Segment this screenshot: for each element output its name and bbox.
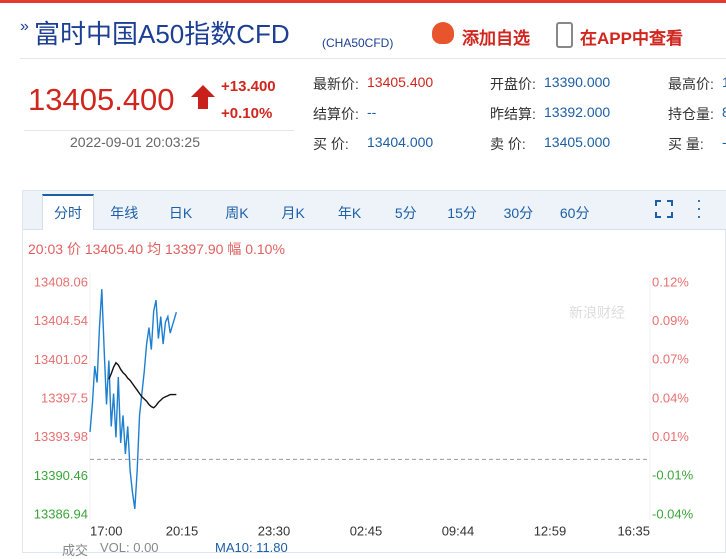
- field-label: 最新价:: [313, 76, 359, 92]
- y2-tick-label: 0.12%: [652, 274, 689, 289]
- y-tick-label: 13404.54: [34, 313, 88, 328]
- divider: [20, 58, 726, 59]
- tab[interactable]: 月K: [281, 205, 305, 221]
- y-tick-label: 13393.98: [34, 429, 88, 444]
- y2-tick-label: -0.01%: [652, 468, 694, 483]
- y-tick-label: 13408.06: [34, 274, 88, 289]
- percent: +0.10%: [221, 105, 273, 122]
- field-value: 13390.000: [544, 74, 611, 90]
- fire-icon: [432, 22, 454, 44]
- y2-tick-label: 0.09%: [652, 313, 689, 328]
- tab[interactable]: 30分: [503, 205, 534, 221]
- add-favorite[interactable]: 添加自选: [462, 29, 530, 48]
- field-value: 13405.000: [544, 134, 611, 150]
- tab-bar: [23, 191, 726, 230]
- field-label: 买 价:: [313, 136, 349, 152]
- phone-icon: [556, 22, 573, 48]
- field-label: 买 量:: [668, 136, 704, 152]
- top-bar: [0, 0, 726, 3]
- x-tick-label: 09:44: [442, 523, 475, 538]
- y-tick-label: 13397.5: [41, 390, 88, 405]
- price: 13405.400: [28, 82, 175, 117]
- x-tick-label: 02:45: [350, 523, 383, 538]
- field-label: 最高价:: [668, 76, 714, 92]
- x-tick-label: 12:59: [534, 523, 567, 538]
- arrow-icon: »: [20, 18, 29, 35]
- field-value: 13404.000: [367, 134, 434, 150]
- series-line: [89, 289, 178, 509]
- info-price-label: 价: [66, 241, 81, 257]
- view-in-app[interactable]: 在APP中查看: [580, 29, 683, 48]
- code: (CHA50CFD): [322, 36, 394, 50]
- up-arrow: [191, 85, 215, 109]
- y2-tick-label: 0.01%: [652, 429, 689, 444]
- field-label: 昨结算:: [490, 106, 536, 122]
- y2-tick-label: 0.07%: [652, 352, 689, 367]
- volume-ma: MA10: 11.80: [215, 540, 288, 555]
- chart: 新浪财经 13408.06 13404.54 13401.02 13397.5 1339…: [34, 273, 694, 538]
- field-value: 1: [722, 74, 726, 90]
- tab[interactable]: 年线: [110, 205, 139, 221]
- tab[interactable]: 日K: [168, 205, 193, 221]
- y-tick-label: 13401.02: [34, 352, 88, 367]
- series-line: [108, 361, 177, 409]
- y2-tick-label: -0.04%: [652, 506, 694, 521]
- y-tick-label: 13390.46: [34, 468, 88, 483]
- field-label: 结算价:: [313, 106, 359, 122]
- fullscreen-icon[interactable]: [655, 200, 673, 218]
- title: 富时中国A50指数CFD: [34, 19, 290, 49]
- x-tick-label: 16:35: [617, 523, 650, 538]
- field-value: 13405.400: [367, 74, 434, 90]
- field-value: -: [722, 134, 726, 150]
- quote-time: 2022-09-01 20:03:25: [70, 134, 200, 150]
- info-avg-label: 均: [147, 241, 162, 257]
- volume: VOL: 0.00: [100, 540, 159, 555]
- volume-label: 成交: [62, 543, 89, 558]
- tab[interactable]: 年K: [337, 205, 362, 221]
- field-label: 卖 价:: [490, 136, 526, 152]
- menu-icon[interactable]: · · ·: [696, 190, 702, 226]
- info-avg: 13397.90: [165, 241, 224, 257]
- tab[interactable]: 周K: [225, 205, 249, 221]
- x-tick-label: 23:30: [258, 523, 291, 538]
- tab[interactable]: 5分: [394, 205, 417, 221]
- tab[interactable]: 60分: [559, 205, 590, 221]
- x-tick-label: 20:15: [166, 523, 199, 538]
- field-value: --: [367, 104, 377, 120]
- change: +13.400: [221, 78, 276, 95]
- tab[interactable]: 分时: [54, 205, 82, 221]
- info-time: 20:03: [28, 241, 64, 257]
- info-range: 0.10%: [245, 241, 285, 257]
- field-value: 8: [722, 104, 726, 120]
- watermark: 新浪财经: [569, 305, 625, 321]
- info-price: 13405.40: [84, 241, 144, 257]
- x-tick-label: 17:00: [90, 523, 123, 538]
- field-label: 开盘价:: [490, 76, 536, 92]
- info-line: 20:03 价 13405.40 均 13397.90 幅 0.10%: [28, 239, 285, 259]
- y-tick-label: 13386.94: [34, 506, 88, 521]
- field-value: 13392.000: [544, 104, 611, 120]
- active-tab: [42, 194, 94, 230]
- info-range-label: 幅: [227, 241, 242, 257]
- divider: [24, 130, 294, 131]
- field-label: 持仓量:: [668, 106, 714, 122]
- tab[interactable]: 15分: [447, 205, 477, 221]
- y2-tick-label: 0.04%: [652, 390, 689, 405]
